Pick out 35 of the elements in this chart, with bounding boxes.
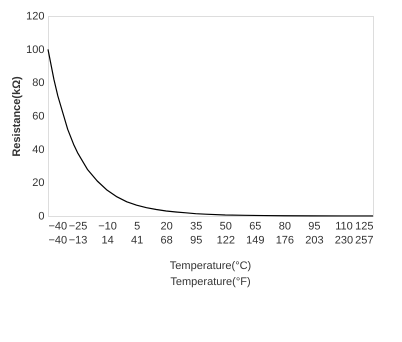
x2-tick-label: 41 xyxy=(131,234,144,246)
x-tick-label: 80 xyxy=(278,220,291,232)
x2-tick-label: 95 xyxy=(190,234,202,246)
x2-tick-label: 176 xyxy=(276,234,294,246)
x-tick-label: −25 xyxy=(68,220,88,232)
x-tick-label: 50 xyxy=(220,220,232,232)
x2-tick-label: −40 xyxy=(48,234,68,246)
y-axis-title: Resistance(kΩ) xyxy=(11,76,24,157)
x2-tick-label: 149 xyxy=(246,234,264,246)
y-tick-label: 100 xyxy=(26,44,44,56)
x-tick-label: 95 xyxy=(308,220,321,232)
x-tick-label: 35 xyxy=(190,220,202,232)
x-tick-label: −40 xyxy=(48,220,68,232)
x2-tick-label: 230 xyxy=(334,234,354,246)
x-tick-label: 5 xyxy=(134,220,140,232)
x-axis-title: Temperature(°C) xyxy=(170,260,252,272)
line-series xyxy=(47,48,374,217)
x-tick-label: 110 xyxy=(335,220,353,232)
y-tick-label: 20 xyxy=(32,177,44,190)
y-tick-label: 120 xyxy=(26,10,44,22)
y-tick-label: 60 xyxy=(32,110,44,122)
x-tick-label: 65 xyxy=(249,220,262,232)
y-tick-label: 80 xyxy=(32,77,44,90)
x2-tick-label: 257 xyxy=(355,234,374,246)
x-tick-label: 20 xyxy=(160,220,173,232)
x2-tick-label: 14 xyxy=(101,234,114,246)
y-tick-label: 0 xyxy=(38,210,44,222)
x-tick-label: 125 xyxy=(355,220,374,232)
x2-tick-label: 122 xyxy=(216,234,235,246)
x-tick-label: −10 xyxy=(98,220,117,232)
y-tick-label: 40 xyxy=(32,144,44,156)
x2-tick-label: −13 xyxy=(68,234,88,246)
x2-tick-label: 68 xyxy=(160,234,173,246)
x2-tick-label: 203 xyxy=(305,234,324,246)
x2-axis-title: Temperature(°F) xyxy=(170,276,251,288)
